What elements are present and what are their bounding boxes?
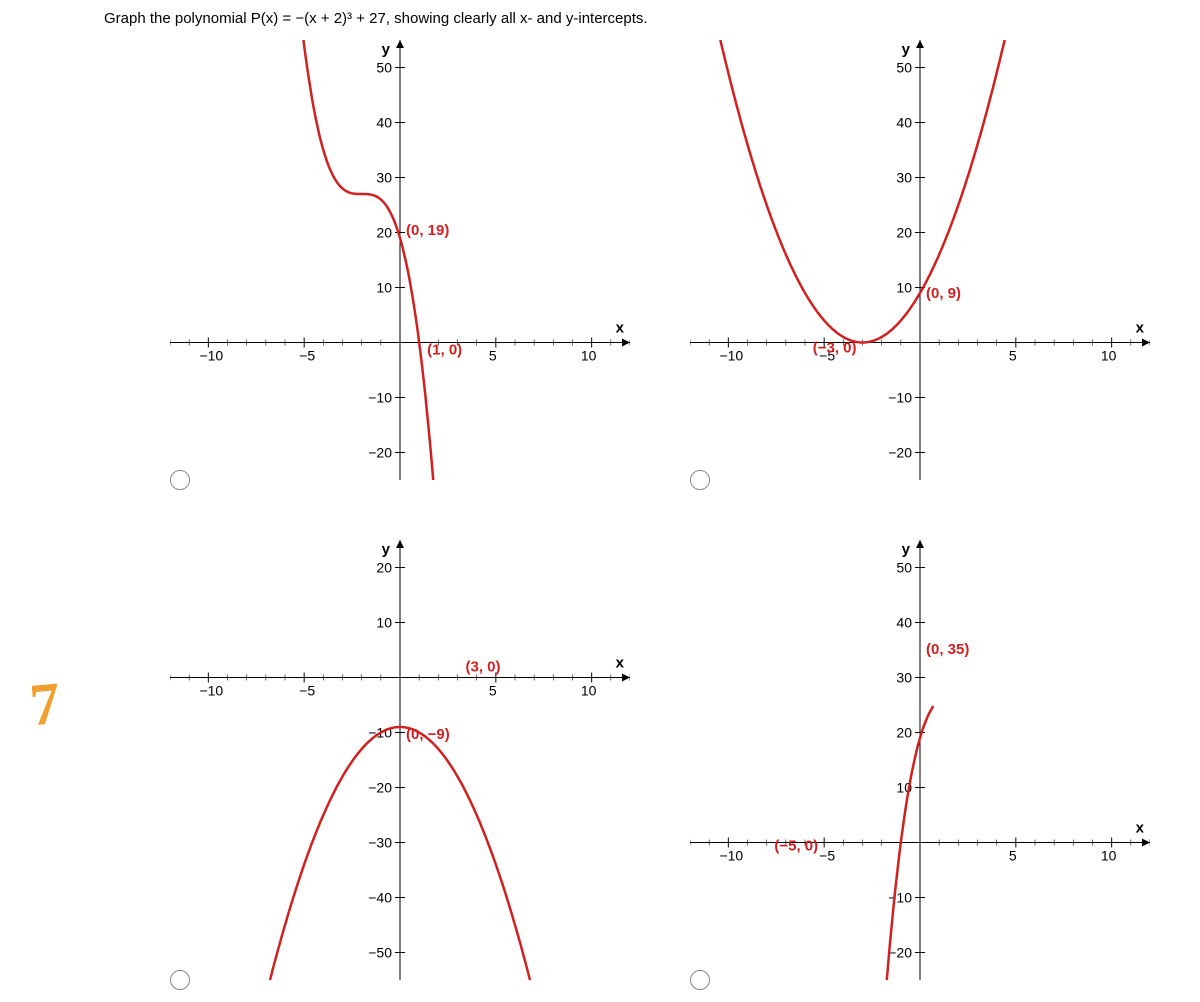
svg-text:(1, 0): (1, 0) bbox=[427, 342, 462, 359]
svg-text:(−5, 0): (−5, 0) bbox=[774, 838, 818, 855]
svg-text:x: x bbox=[1136, 820, 1145, 837]
svg-text:20: 20 bbox=[896, 225, 912, 241]
svg-text:−20: −20 bbox=[368, 780, 392, 796]
svg-text:(−3, 0): (−3, 0) bbox=[813, 340, 857, 357]
svg-text:x: x bbox=[616, 655, 625, 672]
svg-text:(3, 0): (3, 0) bbox=[466, 659, 501, 676]
svg-text:20: 20 bbox=[376, 560, 392, 576]
answer-radio-3[interactable] bbox=[690, 970, 710, 990]
svg-text:20: 20 bbox=[896, 725, 912, 741]
svg-text:−10: −10 bbox=[888, 890, 912, 906]
svg-text:10: 10 bbox=[581, 683, 597, 699]
svg-text:−20: −20 bbox=[888, 445, 912, 461]
svg-text:5: 5 bbox=[1009, 348, 1017, 364]
svg-text:x: x bbox=[1136, 320, 1145, 337]
svg-text:y: y bbox=[902, 541, 911, 558]
svg-text:10: 10 bbox=[1101, 848, 1117, 864]
answer-radio-1[interactable] bbox=[690, 470, 710, 490]
svg-text:5: 5 bbox=[489, 348, 497, 364]
svg-text:−10: −10 bbox=[719, 348, 743, 364]
svg-text:−20: −20 bbox=[368, 445, 392, 461]
chart-svg: −10−5510−20−101020304050xy(0, 35)(−5, 0) bbox=[690, 540, 1150, 980]
svg-text:(0, 9): (0, 9) bbox=[926, 285, 961, 302]
svg-text:30: 30 bbox=[896, 170, 912, 186]
svg-text:−20: −20 bbox=[888, 945, 912, 961]
svg-text:20: 20 bbox=[376, 225, 392, 241]
svg-text:40: 40 bbox=[896, 115, 912, 131]
chart-svg: −10 −5 5 10 −20 −10 10 20 30 40 50 x y (0, 19) (1, 0) bbox=[170, 40, 630, 480]
svg-text:−10: −10 bbox=[368, 390, 392, 406]
svg-text:x: x bbox=[616, 320, 625, 337]
svg-text:50: 50 bbox=[376, 60, 392, 76]
svg-text:10: 10 bbox=[376, 615, 392, 631]
svg-text:10: 10 bbox=[896, 280, 912, 296]
svg-text:−30: −30 bbox=[368, 835, 392, 851]
svg-text:−10: −10 bbox=[888, 390, 912, 406]
svg-text:−10: −10 bbox=[719, 848, 743, 864]
svg-text:50: 50 bbox=[896, 60, 912, 76]
svg-text:40: 40 bbox=[376, 115, 392, 131]
svg-text:(0, 19): (0, 19) bbox=[406, 222, 449, 239]
svg-text:5: 5 bbox=[1009, 848, 1017, 864]
handwritten-mark: 7 bbox=[27, 669, 63, 740]
svg-text:5: 5 bbox=[489, 683, 497, 699]
svg-text:−5: −5 bbox=[299, 348, 315, 364]
svg-text:y: y bbox=[382, 541, 391, 558]
svg-text:y: y bbox=[902, 41, 911, 58]
question-text: Graph the polynomial P(x) = −(x + 2)³ + … bbox=[104, 10, 648, 27]
svg-text:10: 10 bbox=[1101, 348, 1117, 364]
svg-text:−10: −10 bbox=[199, 348, 223, 364]
chart-panel-0: −10 −5 5 10 −20 −10 10 20 30 40 50 x y (0, 19) (1, 0) bbox=[170, 40, 650, 500]
svg-text:(0, 35): (0, 35) bbox=[926, 641, 969, 658]
svg-text:(0, −9): (0, −9) bbox=[406, 726, 450, 743]
svg-text:40: 40 bbox=[896, 615, 912, 631]
svg-text:−50: −50 bbox=[368, 945, 392, 961]
chart-panel-2: −10−5510−50−40−30−20−101020xy(3, 0)(0, −… bbox=[170, 540, 650, 1000]
answer-radio-0[interactable] bbox=[170, 470, 190, 490]
chart-panel-1: −10−5510−20−101020304050xy(−3, 0)(0, 9) bbox=[690, 40, 1170, 500]
svg-text:10: 10 bbox=[376, 280, 392, 296]
svg-text:−5: −5 bbox=[819, 848, 835, 864]
svg-text:−40: −40 bbox=[368, 890, 392, 906]
chart-svg: −10−5510−50−40−30−20−101020xy(3, 0)(0, −… bbox=[170, 540, 630, 980]
svg-text:y: y bbox=[382, 41, 391, 58]
svg-text:30: 30 bbox=[896, 670, 912, 686]
chart-svg: −10−5510−20−101020304050xy(−3, 0)(0, 9) bbox=[690, 40, 1150, 480]
svg-text:−10: −10 bbox=[199, 683, 223, 699]
svg-text:50: 50 bbox=[896, 560, 912, 576]
svg-text:10: 10 bbox=[581, 348, 597, 364]
chart-panel-3: −10−5510−20−101020304050xy(0, 35)(−5, 0) bbox=[690, 540, 1170, 1000]
svg-text:30: 30 bbox=[376, 170, 392, 186]
answer-radio-2[interactable] bbox=[170, 970, 190, 990]
svg-text:−5: −5 bbox=[299, 683, 315, 699]
